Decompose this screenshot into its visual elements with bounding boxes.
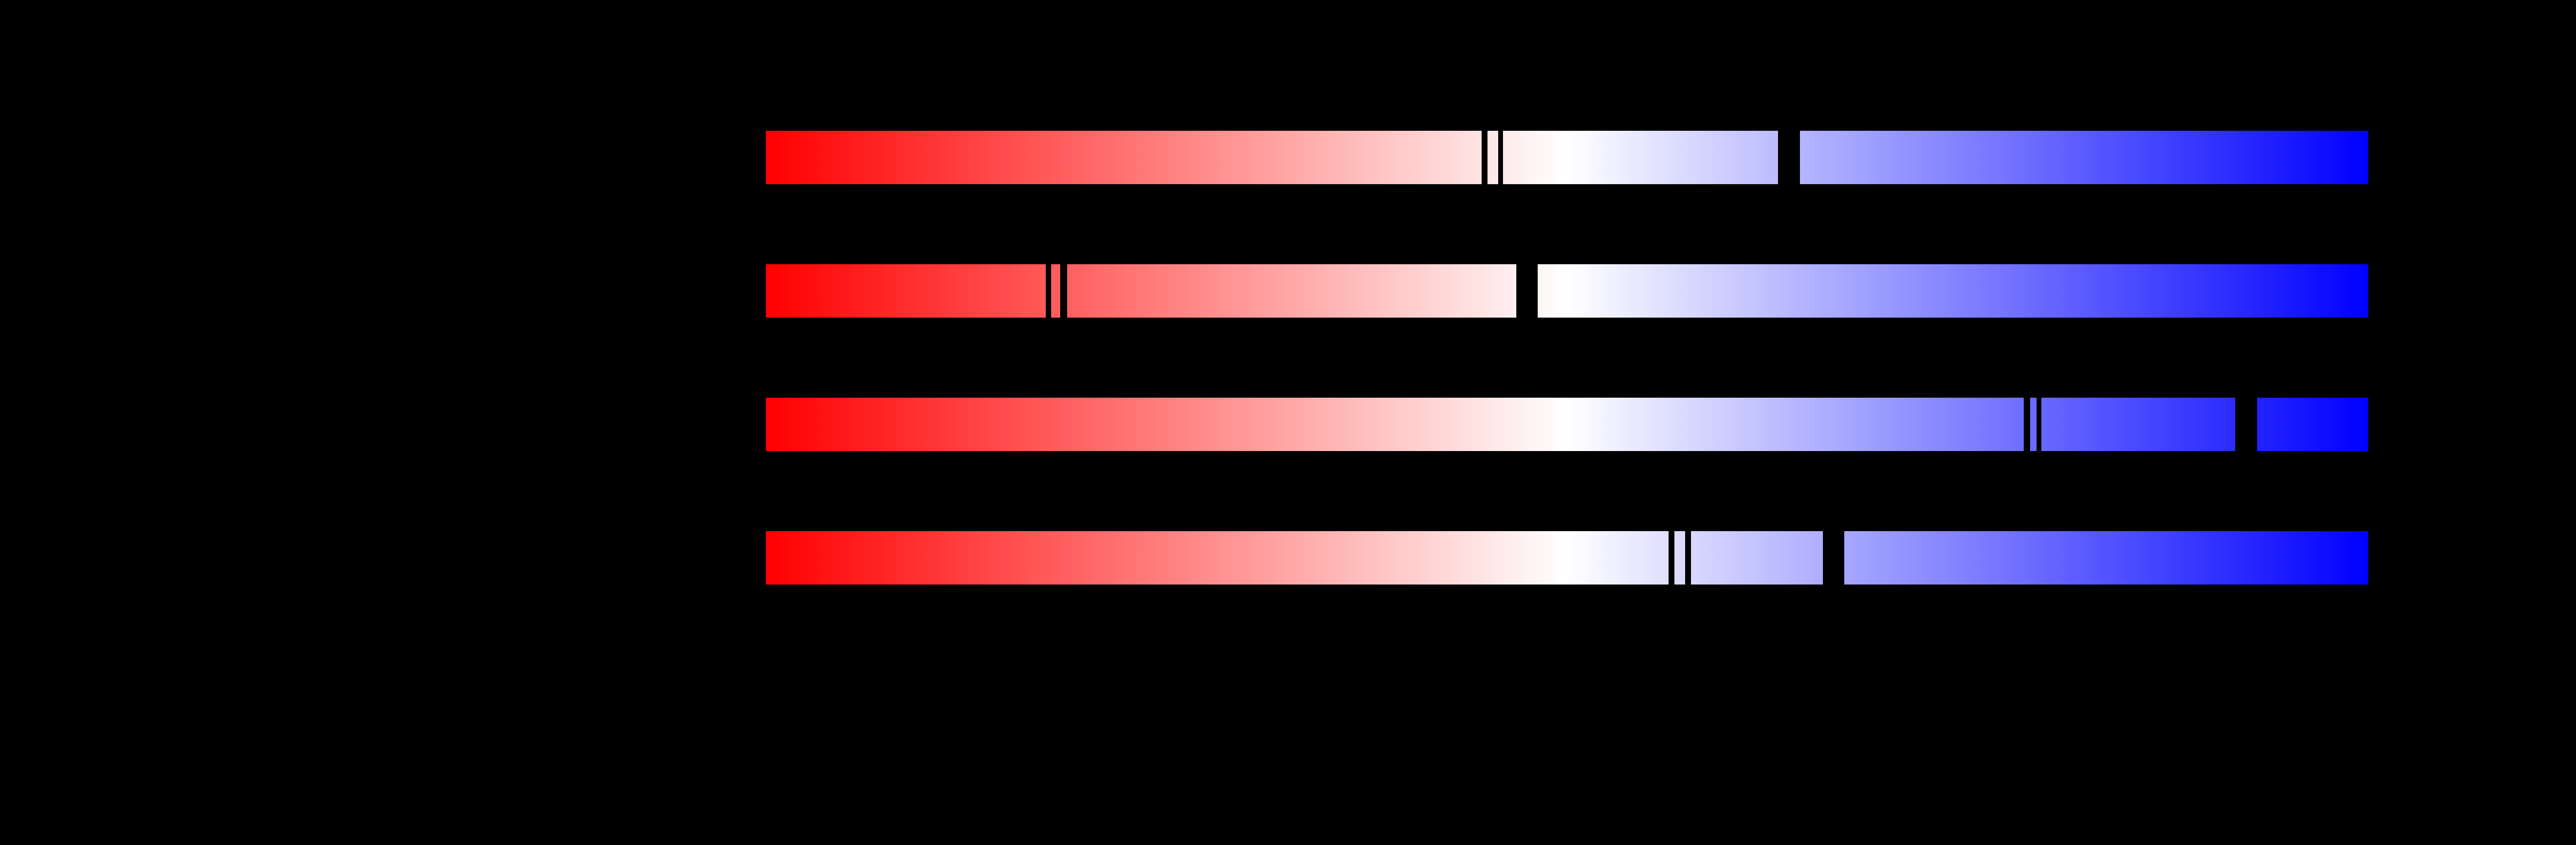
- tick-marker: [1498, 130, 1503, 185]
- gradient-timeline-bar-4: [766, 531, 2368, 585]
- gap-marker: [1778, 130, 1800, 185]
- tick-marker: [1685, 531, 1691, 585]
- tick-marker: [1046, 264, 1051, 318]
- tick-marker: [1669, 531, 1674, 585]
- tick-marker: [2024, 397, 2030, 452]
- tick-marker: [1482, 130, 1487, 185]
- gradient-timeline-bar-1: [766, 131, 2368, 184]
- tick-marker: [2037, 397, 2041, 452]
- gap-marker: [1516, 264, 1538, 318]
- tick-marker: [1060, 264, 1067, 318]
- gap-marker: [2235, 397, 2257, 452]
- gap-marker: [1823, 531, 1844, 585]
- gradient-timeline-bar-3: [766, 398, 2368, 451]
- gradient-timeline-bar-2: [766, 264, 2368, 318]
